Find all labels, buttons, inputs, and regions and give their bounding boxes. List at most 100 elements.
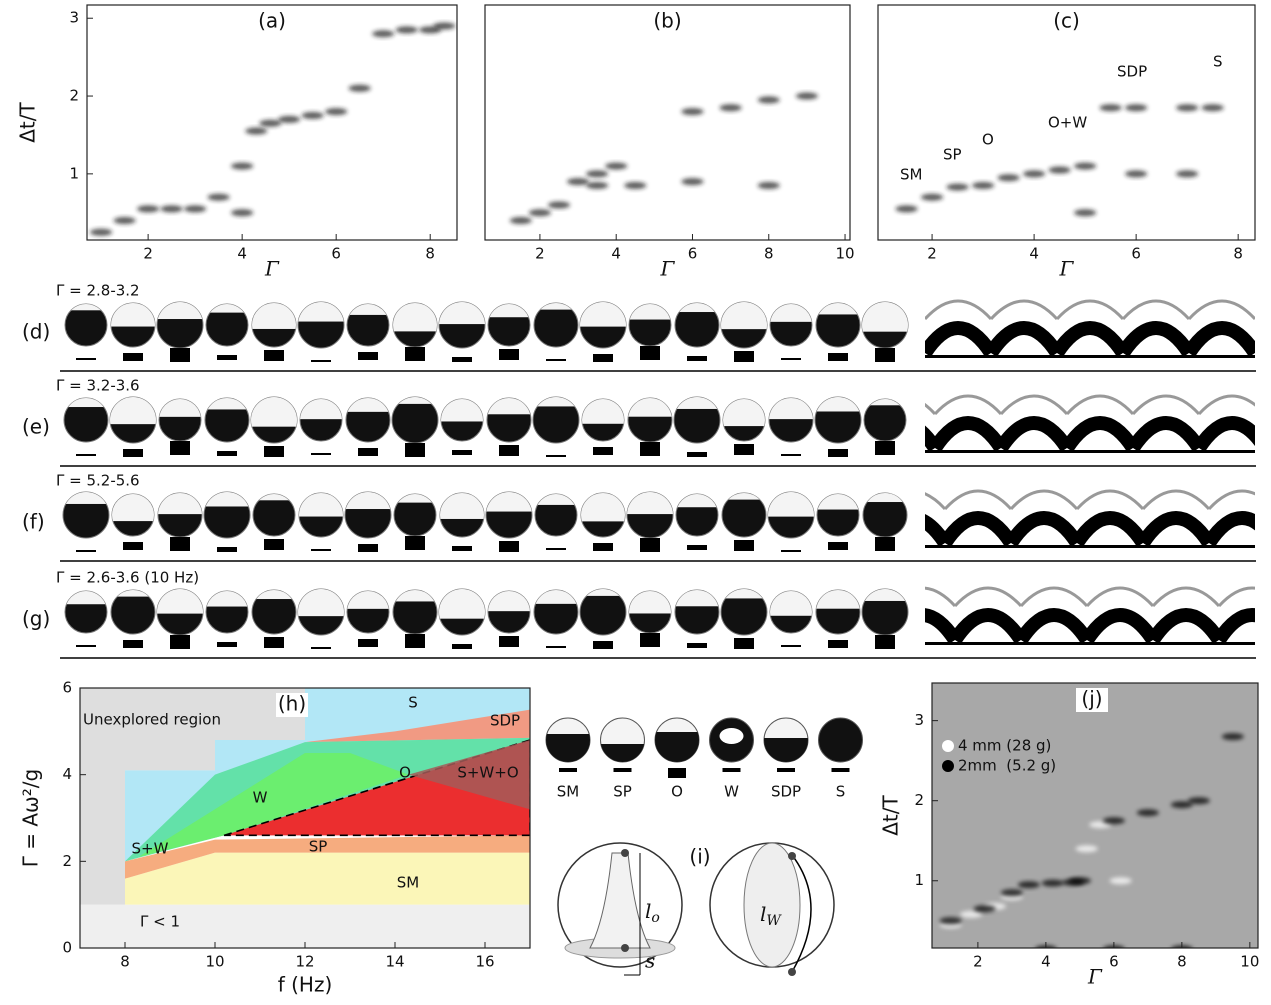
subscript: o [651,910,659,926]
scale-bar [264,350,284,361]
film [744,843,800,967]
sphere-air [768,492,814,517]
sphere-air [769,398,813,419]
scale-bar [875,348,895,362]
scale-bar [499,349,519,360]
point-cloud [605,163,627,170]
sphere-air [862,302,908,332]
x-tick-label: 4 [1041,953,1051,971]
region-label: S+W+O [457,764,518,782]
point-cloud [1137,809,1159,816]
scale-bar [828,640,848,648]
scale-bar [217,355,237,360]
point-cloud [325,108,347,115]
scale-bar [123,449,143,457]
scale-bar [781,645,801,647]
scale-bar [452,546,472,551]
wave-band [1189,328,1255,353]
wave-panel [879,491,1271,555]
sphere-liquid [764,738,808,782]
wave-band [925,328,991,353]
scale-bar [123,542,143,550]
wave-top [1209,491,1271,509]
point-cloud [278,116,300,123]
sphere-air [298,302,344,322]
sphere-air [64,398,108,407]
panel-i-schematic: lo s lW (i) [558,843,834,976]
scale-bar [264,637,284,648]
point-cloud [998,174,1020,181]
scale-bar [311,453,331,455]
point-cloud [974,905,996,912]
sphere-air [110,397,156,424]
sphere-air [723,399,765,426]
state-label: SM [557,783,579,801]
wave-band [1153,615,1219,640]
wave-band [1219,615,1271,640]
x-axis-label: Γ [1087,965,1103,989]
scale-bar [76,645,96,647]
state-label: S [836,783,846,801]
point-cloud [681,108,703,115]
point-cloud [302,112,324,119]
y-axis-label: Δt/T [16,101,40,142]
scale-bar [76,550,96,552]
wave-band [1265,423,1271,448]
point-cloud [1202,104,1224,111]
point-cloud [1100,104,1122,111]
scale-bar [358,544,378,552]
x-tick-label: 10 [835,245,854,263]
state-label: SP [613,783,632,801]
region-label: SM [397,874,419,892]
scale-bar [358,448,378,456]
sphere-air [534,590,578,604]
sphere-air [675,303,719,312]
sphere-air [439,589,485,619]
scale-bar [311,549,331,551]
panel-label: (a) [258,9,286,33]
scale-bar [170,537,190,551]
x-tick-label: 4 [611,245,621,263]
wave-top [955,588,1021,606]
sphere-air [441,399,483,421]
point-cloud [1001,889,1023,896]
x-tick-label: 8 [120,953,130,971]
row-label: (e) [22,415,50,439]
sphere-air [300,399,342,419]
scale-bar [499,636,519,647]
wave-top [1219,588,1271,606]
region-label: Unexplored region [83,711,221,729]
scale-bar [170,441,190,455]
annotation: O [982,131,994,149]
point-cloud [796,93,818,100]
point-cloud [208,194,230,201]
wave-panel [859,301,1271,365]
sphere-air [346,398,390,412]
scale-bar [76,358,96,360]
figure: 2468123(a)ΓΔt/T246810(b)Γ2468(c)ΓSMSPOO+… [0,0,1271,1005]
x-tick-label: 4 [237,245,247,263]
row-label: (g) [22,607,50,631]
sphere-air [816,590,860,609]
scale-bar [217,451,237,456]
scale-bar [875,537,895,551]
point-cloud [896,205,918,212]
sphere-air [488,304,530,317]
scale-bar [170,348,190,362]
scale-bar [170,635,190,649]
chart-panel: 246810123(j)ΓΔt/T4 mm (28 g)2mm (5.2 g) [879,683,1260,989]
scale-bar [358,639,378,647]
scale-bar [405,634,425,648]
sphere-air [206,591,248,607]
x-tick-label: 14 [385,953,404,971]
wave-top [1087,588,1153,606]
point-cloud [372,30,394,37]
y-tick-label: 3 [69,9,79,27]
annotation: SDP [1117,63,1147,81]
wave-floor [925,642,1255,645]
scale-bar [264,446,284,457]
point-cloud [433,23,455,30]
wave-panel [889,588,1271,652]
y-tick-label: 3 [914,711,924,729]
